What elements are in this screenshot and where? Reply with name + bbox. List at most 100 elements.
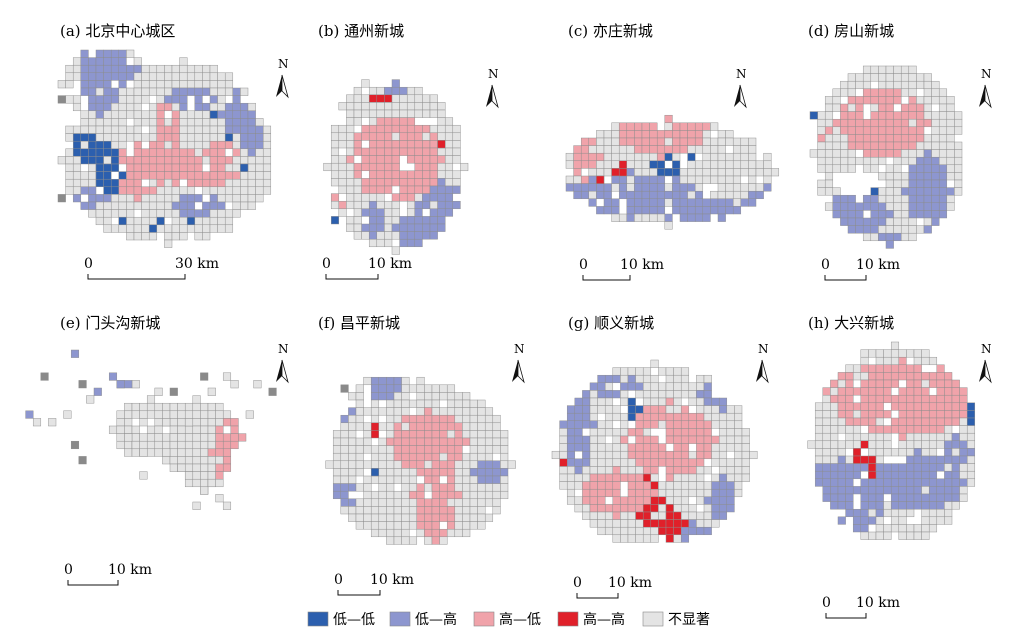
map-cell (847, 149, 856, 158)
map-cell (694, 206, 704, 215)
map-cell (126, 72, 135, 81)
map-cell (194, 224, 203, 233)
map-cell (928, 432, 938, 442)
map-cell (217, 110, 226, 119)
map-cell (162, 456, 171, 465)
map-cell (847, 210, 856, 219)
map-cell (642, 481, 652, 490)
map-cell (224, 133, 234, 142)
map-cell (416, 384, 425, 393)
map-cell (913, 432, 922, 442)
map-cell (875, 501, 884, 510)
map-cell (860, 516, 869, 525)
map-cell (931, 217, 940, 226)
map-cell (875, 486, 884, 495)
map-cell (391, 223, 400, 232)
map-cell (875, 508, 884, 518)
north-arrow-right-half (281, 359, 289, 384)
map-cell (875, 417, 884, 426)
map-cell (852, 524, 862, 533)
panel-f-scale-end: 10 km (370, 572, 414, 588)
map-cell (429, 208, 438, 217)
map-cell (439, 513, 448, 522)
map-cell (680, 405, 690, 414)
map-cell (431, 521, 440, 530)
map-cell (368, 178, 378, 187)
map-cell (665, 412, 674, 422)
map-cell (702, 152, 711, 162)
map-cell (687, 190, 696, 200)
map-cell (422, 147, 431, 156)
map-cell (431, 445, 440, 454)
map-cell (429, 94, 438, 103)
map-cell (80, 110, 89, 119)
map-cell (118, 72, 127, 81)
map-cell (658, 382, 667, 391)
map-cell (855, 202, 864, 211)
map-cell (439, 445, 448, 454)
map-cell (642, 405, 652, 414)
map-cell (141, 87, 150, 96)
map-cell (620, 412, 629, 422)
map-cell (338, 178, 347, 187)
map-cell (378, 528, 387, 538)
map-cell (72, 194, 82, 203)
map-cell (642, 496, 652, 505)
map-cell (559, 481, 568, 490)
map-cell (916, 179, 925, 188)
map-cell (673, 374, 682, 384)
map-cell (406, 223, 416, 232)
map-cell (908, 149, 917, 158)
map-cell (446, 384, 456, 393)
map-cell (338, 208, 347, 217)
map-cell (469, 445, 478, 454)
map-cell (740, 160, 749, 169)
map-cell (921, 387, 930, 396)
map-cell (860, 372, 869, 381)
map-cell (634, 213, 643, 222)
map-cell (186, 163, 196, 172)
map-cell (255, 125, 264, 134)
panel-e-north-arrow: N (276, 342, 289, 384)
map-cell (673, 412, 682, 422)
map-cell (386, 483, 395, 492)
map-cell (431, 536, 440, 545)
map-cell (893, 65, 902, 74)
north-arrow-left-half (756, 360, 762, 382)
map-cell (370, 376, 380, 386)
map-cell (454, 483, 463, 492)
map-cell (837, 425, 846, 434)
map-cell (734, 405, 743, 414)
map-cell (603, 190, 612, 200)
map-cell (885, 88, 894, 97)
map-cell (454, 437, 463, 446)
map-cell (469, 490, 478, 500)
map-cell (649, 137, 658, 146)
map-cell (484, 452, 494, 462)
map-cell (200, 463, 209, 472)
map-cell (717, 213, 726, 222)
map-cell (361, 94, 370, 103)
map-cell (634, 137, 643, 146)
map-cell (946, 118, 955, 128)
map-cell (711, 412, 720, 422)
map-cell (255, 171, 264, 180)
map-cell (906, 508, 915, 518)
map-cell (378, 384, 387, 393)
map-cell (913, 379, 922, 388)
map-cell (217, 133, 226, 142)
map-cell (868, 425, 877, 434)
map-cell (845, 394, 854, 404)
map-cell (408, 521, 418, 530)
map-cell (635, 443, 644, 452)
map-cell (847, 141, 856, 150)
panel-g-north-arrow: N (756, 342, 769, 384)
map-cell (416, 445, 425, 454)
map-cell (154, 448, 163, 457)
map-cell (890, 493, 900, 502)
map-cell (840, 202, 849, 211)
map-cell (673, 382, 682, 391)
map-cell (885, 103, 894, 112)
map-cell (908, 134, 917, 143)
map-cell (688, 412, 697, 422)
